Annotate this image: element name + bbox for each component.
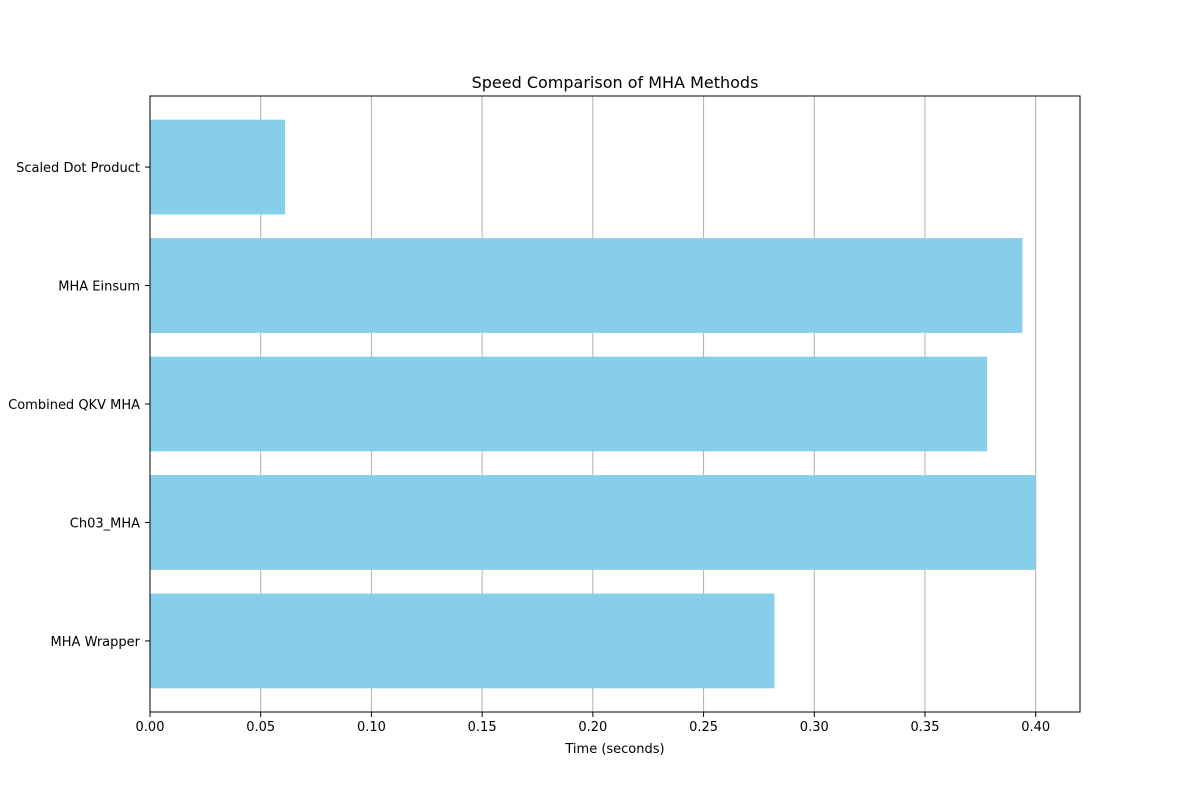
bar [150,119,286,215]
x-tick-label: 0.30 [800,720,829,735]
bar [150,475,1036,570]
y-tick-label: Scaled Dot Product [16,161,140,176]
y-tick-label: MHA Einsum [58,280,140,295]
bar [150,356,987,452]
x-tick-label: 0.05 [246,720,275,735]
bar [150,238,1023,333]
y-axis-ticks: MHA Wrapper Ch03_MHA Combined QKV MHA MHA E… [8,161,150,650]
x-tick-label: 0.35 [911,720,940,735]
x-tick-label: 0.00 [136,720,165,735]
x-tick-label: 0.10 [357,720,386,735]
x-axis-ticks: 0.00 0.05 0.10 0.15 0.20 0.25 0.30 0.35 0.40 [136,712,1050,735]
bar [150,593,775,689]
x-tick-label: 0.25 [689,720,718,735]
chart-title: Speed Comparison of MHA Methods [472,73,759,92]
y-tick-label: MHA Wrapper [51,635,141,650]
x-tick-label: 0.20 [578,720,607,735]
y-tick-label: Ch03_MHA [70,516,140,531]
x-tick-label: 0.15 [468,720,497,735]
x-axis-label: Time (seconds) [564,742,664,757]
x-tick-label: 0.40 [1021,720,1050,735]
bars [150,119,1036,689]
y-tick-label: Combined QKV MHA [8,398,140,413]
